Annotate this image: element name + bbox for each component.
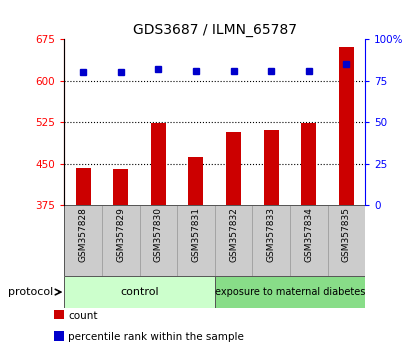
Title: GDS3687 / ILMN_65787: GDS3687 / ILMN_65787 <box>133 23 297 36</box>
Text: exposure to maternal diabetes: exposure to maternal diabetes <box>215 287 365 297</box>
Bar <box>188 156 203 205</box>
Bar <box>76 168 90 205</box>
Text: GSM357832: GSM357832 <box>229 207 238 262</box>
Bar <box>113 169 128 205</box>
Text: GSM357828: GSM357828 <box>78 207 88 262</box>
Bar <box>64 276 215 308</box>
Text: GSM357829: GSM357829 <box>116 207 125 262</box>
Bar <box>151 123 166 205</box>
Bar <box>301 123 316 205</box>
Bar <box>264 130 279 205</box>
Bar <box>226 132 241 205</box>
Text: control: control <box>120 287 159 297</box>
Bar <box>139 205 177 276</box>
Bar <box>54 331 64 341</box>
Bar <box>215 205 252 276</box>
Text: protocol: protocol <box>8 287 54 297</box>
Bar <box>290 205 327 276</box>
Text: percentile rank within the sample: percentile rank within the sample <box>68 332 244 342</box>
Text: GSM357833: GSM357833 <box>267 207 276 262</box>
Bar <box>339 47 354 205</box>
Text: GSM357834: GSM357834 <box>304 207 313 262</box>
Bar <box>327 205 365 276</box>
Text: GSM357830: GSM357830 <box>154 207 163 262</box>
Bar <box>215 276 365 308</box>
Bar <box>54 310 64 319</box>
Bar <box>64 205 102 276</box>
Text: GSM357835: GSM357835 <box>342 207 351 262</box>
Text: GSM357831: GSM357831 <box>191 207 200 262</box>
Text: count: count <box>68 311 98 321</box>
Bar <box>102 205 139 276</box>
Bar <box>252 205 290 276</box>
Bar <box>177 205 215 276</box>
